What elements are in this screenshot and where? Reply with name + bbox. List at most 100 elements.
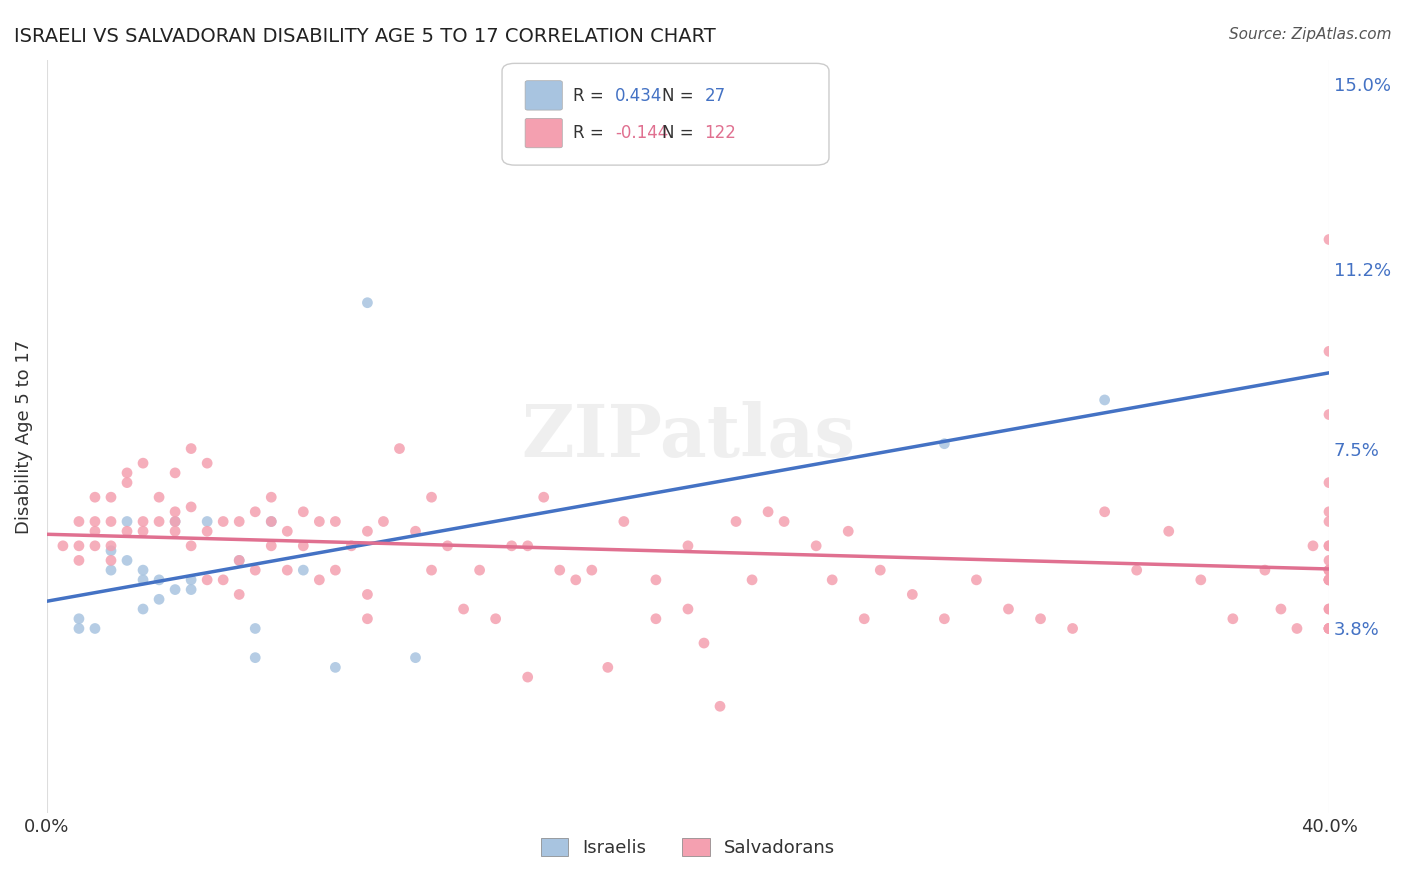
- Point: [1317, 563, 1340, 577]
- Point: [340, 539, 363, 553]
- Text: 122: 122: [704, 125, 737, 143]
- Point: [148, 490, 170, 504]
- Point: [245, 622, 267, 636]
- Y-axis label: Disability Age 5 to 17: Disability Age 5 to 17: [15, 339, 32, 533]
- Point: [195, 573, 218, 587]
- Text: ZIPatlas: ZIPatlas: [520, 401, 855, 472]
- Point: [516, 670, 538, 684]
- Point: [420, 490, 443, 504]
- Text: R =: R =: [572, 125, 609, 143]
- Point: [1302, 539, 1324, 553]
- Point: [373, 515, 395, 529]
- Point: [1317, 515, 1340, 529]
- Point: [308, 515, 330, 529]
- Point: [581, 563, 603, 577]
- Point: [869, 563, 891, 577]
- Point: [84, 622, 107, 636]
- Point: [84, 524, 107, 539]
- Point: [67, 539, 90, 553]
- Point: [195, 456, 218, 470]
- Point: [1317, 475, 1340, 490]
- Text: N =: N =: [662, 87, 699, 104]
- Point: [997, 602, 1019, 616]
- Point: [132, 515, 155, 529]
- Text: ISRAELI VS SALVADORAN DISABILITY AGE 5 TO 17 CORRELATION CHART: ISRAELI VS SALVADORAN DISABILITY AGE 5 T…: [14, 27, 716, 45]
- Point: [212, 573, 235, 587]
- Point: [245, 650, 267, 665]
- Point: [1317, 602, 1340, 616]
- Point: [453, 602, 475, 616]
- Point: [132, 563, 155, 577]
- Point: [292, 539, 315, 553]
- Point: [100, 553, 122, 567]
- Point: [1317, 232, 1340, 246]
- Point: [292, 505, 315, 519]
- Point: [516, 539, 538, 553]
- Point: [100, 515, 122, 529]
- Point: [741, 573, 763, 587]
- Point: [804, 539, 827, 553]
- Point: [1317, 573, 1340, 587]
- Point: [934, 612, 956, 626]
- Point: [52, 539, 75, 553]
- Point: [1062, 622, 1084, 636]
- Point: [260, 490, 283, 504]
- Point: [212, 515, 235, 529]
- Point: [388, 442, 411, 456]
- Text: 27: 27: [704, 87, 725, 104]
- Point: [644, 573, 666, 587]
- FancyBboxPatch shape: [502, 63, 830, 165]
- Point: [1270, 602, 1292, 616]
- Point: [644, 612, 666, 626]
- Point: [1317, 622, 1340, 636]
- Point: [245, 563, 267, 577]
- Point: [901, 587, 924, 601]
- Point: [100, 563, 122, 577]
- Point: [132, 524, 155, 539]
- Point: [195, 524, 218, 539]
- Point: [501, 539, 523, 553]
- Point: [180, 582, 202, 597]
- Point: [356, 587, 378, 601]
- Point: [228, 587, 250, 601]
- Point: [100, 539, 122, 553]
- Point: [165, 466, 187, 480]
- Point: [1317, 602, 1340, 616]
- Point: [1254, 563, 1277, 577]
- Point: [165, 515, 187, 529]
- Point: [1317, 573, 1340, 587]
- Point: [292, 563, 315, 577]
- Point: [276, 524, 298, 539]
- Point: [180, 573, 202, 587]
- Point: [1317, 622, 1340, 636]
- Point: [180, 539, 202, 553]
- Point: [325, 563, 347, 577]
- Point: [1125, 563, 1147, 577]
- Point: [67, 612, 90, 626]
- Legend: Israelis, Salvadorans: Israelis, Salvadorans: [534, 830, 842, 864]
- Point: [1317, 622, 1340, 636]
- Point: [405, 650, 427, 665]
- Point: [1317, 539, 1340, 553]
- Point: [756, 505, 779, 519]
- Point: [132, 602, 155, 616]
- Point: [148, 515, 170, 529]
- Point: [1029, 612, 1052, 626]
- Point: [693, 636, 716, 650]
- Point: [405, 524, 427, 539]
- Point: [1317, 563, 1340, 577]
- Point: [165, 524, 187, 539]
- Point: [165, 515, 187, 529]
- Point: [1157, 524, 1180, 539]
- Point: [965, 573, 987, 587]
- Point: [613, 515, 636, 529]
- Point: [709, 699, 731, 714]
- Point: [1317, 573, 1340, 587]
- Point: [356, 612, 378, 626]
- Point: [1317, 408, 1340, 422]
- Point: [260, 515, 283, 529]
- Point: [356, 524, 378, 539]
- Point: [308, 573, 330, 587]
- Point: [468, 563, 491, 577]
- Text: -0.144: -0.144: [614, 125, 668, 143]
